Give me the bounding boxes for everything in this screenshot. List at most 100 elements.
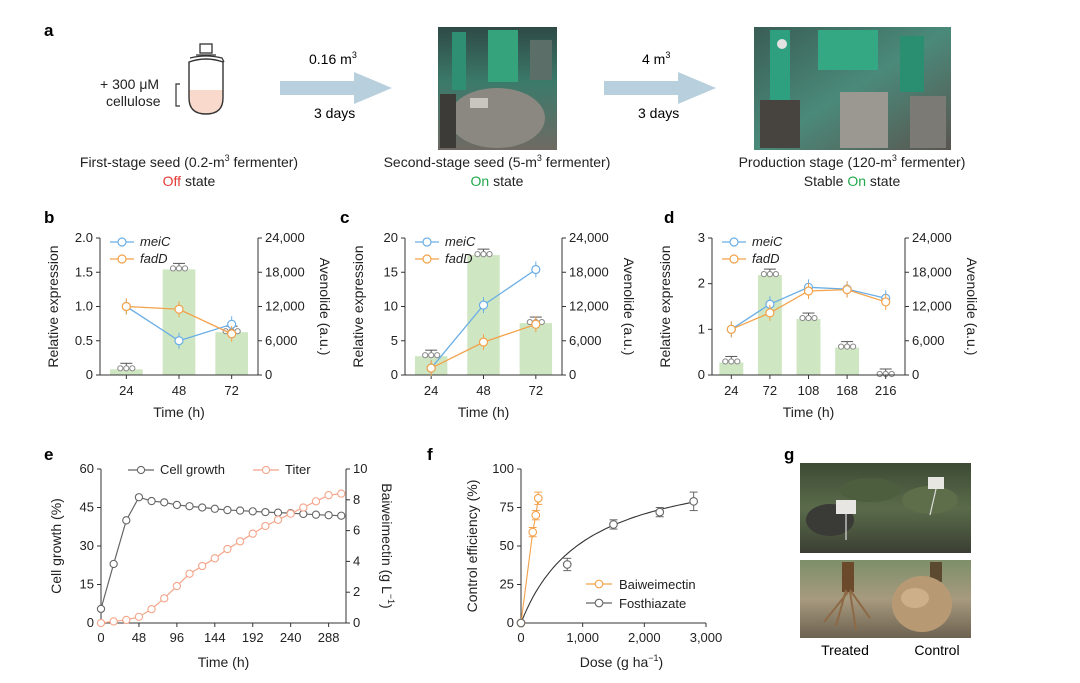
stage2-state: On state (471, 173, 524, 189)
legend-label: Cell growth (160, 462, 225, 477)
bar-replicate-point (129, 365, 136, 372)
legend-marker (422, 237, 432, 247)
x-tick-label: 72 (529, 383, 543, 398)
treatment-line2: cellulose (106, 93, 161, 109)
cell-growth-point (223, 505, 232, 515)
cell-growth-point (261, 507, 270, 517)
titer-point (261, 521, 270, 531)
y-tick-label: 0 (698, 367, 705, 382)
y-tick-label: 0.5 (75, 333, 93, 348)
titer-point (210, 554, 219, 563)
legend-label: Titer (285, 462, 311, 477)
legend-marker (117, 254, 127, 264)
fadD-point (765, 308, 775, 318)
y2-tick-label: 8 (353, 492, 360, 507)
legend-label: fadD (752, 251, 779, 266)
fadD-point (174, 304, 184, 314)
bar-replicate-point (117, 365, 124, 372)
legend-marker (594, 598, 604, 608)
bar-replicate-point (175, 265, 183, 272)
bar-replicate-point (844, 343, 851, 350)
x-tick-label: 48 (476, 383, 490, 398)
y2-tick-label: 0 (353, 615, 360, 630)
stage3-title: Production stage (120-m3 fermenter) (739, 153, 966, 170)
y2-tick-label: 24,000 (912, 230, 952, 245)
x-tick-label: 168 (836, 383, 858, 398)
bar-replicate-point (838, 343, 845, 350)
chart-e: 0 15 30 45 60 0 2 4 6 8 10 0 48 96 144 192 240 288 Cell gr… (48, 461, 396, 670)
y2-tick-label: 24,000 (569, 230, 609, 245)
bar-replicate-point (181, 265, 189, 272)
cell-growth-point (96, 604, 106, 614)
x-tick-label: 0 (97, 630, 104, 645)
y2-tick-label: 0 (912, 367, 919, 382)
x-tick-label: 192 (242, 630, 264, 645)
bar-replicate-point (805, 314, 812, 322)
y-tick-label: 1 (698, 321, 705, 336)
fadD-point (726, 324, 736, 334)
avenolide-bar (796, 319, 821, 375)
y-tick-label: 75 (500, 500, 514, 515)
y-tick-label: 1.5 (75, 264, 93, 279)
titer-point (337, 489, 346, 498)
baiweimectin-fit-curve (520, 498, 539, 624)
x-tick-label: 48 (132, 630, 146, 645)
y2-tick-label: 12,000 (569, 299, 609, 314)
y2-tick-label: 6 (353, 523, 360, 538)
titer-point (109, 617, 118, 626)
y2-tick-label: 24,000 (265, 230, 305, 245)
roots-comparison-photo (800, 560, 971, 638)
titer-point (223, 544, 232, 554)
stage2-title: Second-stage seed (5-m3 fermenter) (384, 153, 611, 170)
fadD-point (881, 297, 891, 307)
treatment-line1: + 300 μM (100, 76, 159, 92)
legend-label: meiC (445, 234, 476, 249)
y2-tick-label: 6,000 (569, 333, 602, 348)
y-tick-label: 25 (500, 577, 514, 592)
y-axis-title: Control efficiency (%) (464, 480, 480, 613)
y-tick-label: 15 (80, 577, 94, 592)
bar-replicate-point (734, 358, 741, 365)
bar-replicate-point (760, 271, 768, 278)
avenolide-bar (467, 255, 500, 375)
bar-replicate-point (480, 251, 487, 258)
y2-axis-title: Avenolide (a.u.) (964, 258, 980, 356)
y2-axis-title: Avenolide (a.u.) (317, 258, 333, 356)
bar-replicate-point (876, 370, 883, 378)
meiC-point (478, 300, 489, 310)
cell-growth-point (273, 508, 283, 517)
fadD-point (426, 363, 436, 373)
x-axis-title: Time (h) (783, 404, 835, 420)
y2-title-part: ) (379, 604, 395, 609)
fadD-point (803, 286, 814, 296)
avenolide-bar (162, 269, 196, 375)
y-tick-label: 60 (80, 461, 94, 476)
bar-replicate-point (123, 365, 130, 372)
fosthiazate-point (609, 520, 618, 529)
control-label: Control (914, 642, 959, 658)
x-axis-title: Dose (g ha−1) (580, 653, 663, 670)
production-fermenter-photo (754, 27, 951, 150)
cell-growth-point (147, 496, 156, 506)
legend-label: meiC (752, 234, 783, 249)
arrow2-days: 3 days (638, 105, 679, 121)
stage1-state: Off state (163, 173, 216, 189)
treated-label: Treated (821, 642, 869, 658)
y2-tick-label: 12,000 (912, 299, 952, 314)
y2-tick-label: 10 (353, 461, 367, 476)
cell-growth-point (198, 503, 207, 512)
y-axis-title: Relative expression (45, 245, 61, 367)
bar-replicate-point (728, 358, 735, 365)
titer-point (122, 615, 131, 625)
cell-growth-point (311, 510, 321, 519)
y-tick-label: 0 (507, 615, 514, 630)
avenolide-bar (110, 369, 143, 375)
x-tick-label: 24 (424, 383, 438, 398)
y-tick-label: 30 (80, 538, 94, 553)
chart-b: 0 0.5 1.0 1.5 2.0 0 6,000 12,000 18,000 24,000 24 4… (45, 230, 333, 420)
cell-growth-point (210, 504, 219, 513)
stage3-state: Stable On state (804, 173, 901, 189)
y-tick-label: 45 (80, 500, 94, 515)
y-axis-title: Relative expression (657, 245, 673, 367)
legend-marker (594, 579, 604, 589)
